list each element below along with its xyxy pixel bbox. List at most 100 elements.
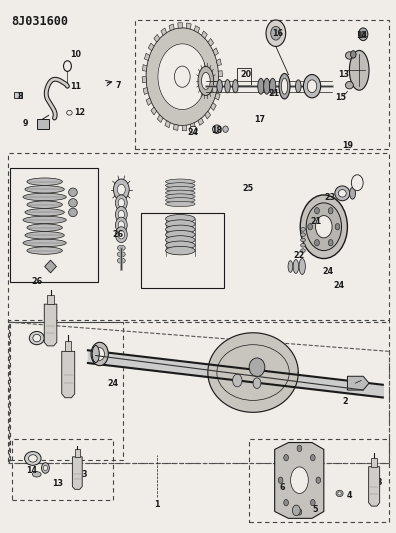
Ellipse shape	[258, 78, 264, 94]
Ellipse shape	[27, 201, 62, 208]
Circle shape	[115, 195, 127, 211]
Polygon shape	[211, 103, 216, 110]
Ellipse shape	[117, 245, 125, 251]
Ellipse shape	[117, 252, 125, 257]
Circle shape	[284, 455, 288, 461]
Polygon shape	[208, 38, 213, 46]
Polygon shape	[369, 467, 380, 506]
Polygon shape	[146, 28, 219, 125]
Ellipse shape	[350, 188, 356, 199]
Ellipse shape	[291, 467, 308, 494]
Text: 13: 13	[338, 70, 349, 79]
Ellipse shape	[301, 233, 305, 237]
Polygon shape	[148, 43, 154, 51]
Polygon shape	[215, 93, 220, 100]
Text: 13: 13	[52, 479, 63, 488]
Ellipse shape	[29, 455, 37, 462]
Text: 23: 23	[324, 193, 335, 202]
Polygon shape	[158, 44, 207, 110]
Ellipse shape	[92, 345, 99, 362]
Text: 3: 3	[51, 327, 57, 336]
Ellipse shape	[166, 230, 195, 239]
Text: 8J031600: 8J031600	[11, 14, 68, 28]
Ellipse shape	[166, 246, 195, 255]
Circle shape	[350, 51, 356, 58]
Ellipse shape	[345, 52, 353, 59]
Polygon shape	[182, 125, 187, 131]
Text: 7: 7	[116, 80, 121, 90]
Circle shape	[115, 227, 127, 243]
Text: 14: 14	[26, 466, 37, 475]
Text: 3: 3	[376, 478, 382, 487]
Circle shape	[351, 175, 363, 191]
Circle shape	[115, 207, 127, 222]
Ellipse shape	[217, 79, 223, 93]
Text: 22: 22	[293, 252, 304, 261]
Circle shape	[118, 211, 124, 219]
Text: 5: 5	[312, 505, 318, 514]
Ellipse shape	[69, 188, 77, 197]
Ellipse shape	[338, 492, 341, 495]
Polygon shape	[62, 351, 75, 398]
Text: 14: 14	[356, 31, 367, 41]
Text: 24: 24	[188, 128, 199, 138]
Polygon shape	[48, 295, 54, 304]
Polygon shape	[194, 26, 200, 33]
Circle shape	[297, 445, 302, 451]
Bar	[11, 439, 114, 500]
Ellipse shape	[166, 241, 195, 249]
Polygon shape	[208, 333, 298, 413]
Circle shape	[300, 195, 347, 259]
Text: 3: 3	[81, 471, 87, 479]
Ellipse shape	[189, 126, 197, 133]
Polygon shape	[169, 24, 174, 30]
Circle shape	[335, 223, 340, 230]
Ellipse shape	[166, 194, 195, 199]
Text: 1: 1	[154, 499, 160, 508]
Circle shape	[95, 348, 105, 360]
Ellipse shape	[282, 78, 287, 94]
Ellipse shape	[301, 244, 305, 247]
Bar	[135, 20, 389, 149]
Ellipse shape	[23, 239, 66, 247]
Text: 18: 18	[211, 126, 223, 135]
Circle shape	[115, 217, 127, 233]
Ellipse shape	[293, 260, 299, 273]
Text: 6: 6	[280, 483, 285, 492]
Polygon shape	[45, 260, 57, 273]
Circle shape	[117, 184, 125, 195]
Circle shape	[315, 207, 319, 214]
Ellipse shape	[232, 79, 238, 93]
Polygon shape	[198, 118, 204, 125]
Ellipse shape	[335, 186, 350, 201]
Circle shape	[292, 505, 300, 516]
Circle shape	[310, 499, 315, 506]
Bar	[141, 214, 224, 288]
Polygon shape	[65, 341, 72, 351]
Ellipse shape	[225, 79, 230, 93]
Ellipse shape	[288, 261, 293, 272]
Text: 24: 24	[333, 280, 345, 289]
Text: 19: 19	[342, 141, 353, 150]
Text: 24: 24	[107, 378, 119, 387]
Text: 26: 26	[32, 277, 43, 286]
Polygon shape	[178, 22, 182, 28]
Bar	[14, 92, 22, 98]
Polygon shape	[151, 107, 157, 115]
Circle shape	[278, 477, 283, 483]
Polygon shape	[190, 123, 196, 130]
Circle shape	[42, 463, 50, 473]
Ellipse shape	[23, 193, 66, 201]
Ellipse shape	[23, 216, 66, 224]
Polygon shape	[173, 124, 178, 131]
Ellipse shape	[202, 72, 210, 90]
Circle shape	[284, 499, 288, 506]
Polygon shape	[218, 71, 223, 77]
Text: 12: 12	[74, 108, 86, 117]
Ellipse shape	[301, 228, 305, 231]
Polygon shape	[143, 64, 147, 71]
Ellipse shape	[166, 179, 195, 184]
Text: 15: 15	[335, 93, 346, 102]
Ellipse shape	[67, 110, 72, 115]
Text: 9: 9	[23, 119, 29, 128]
